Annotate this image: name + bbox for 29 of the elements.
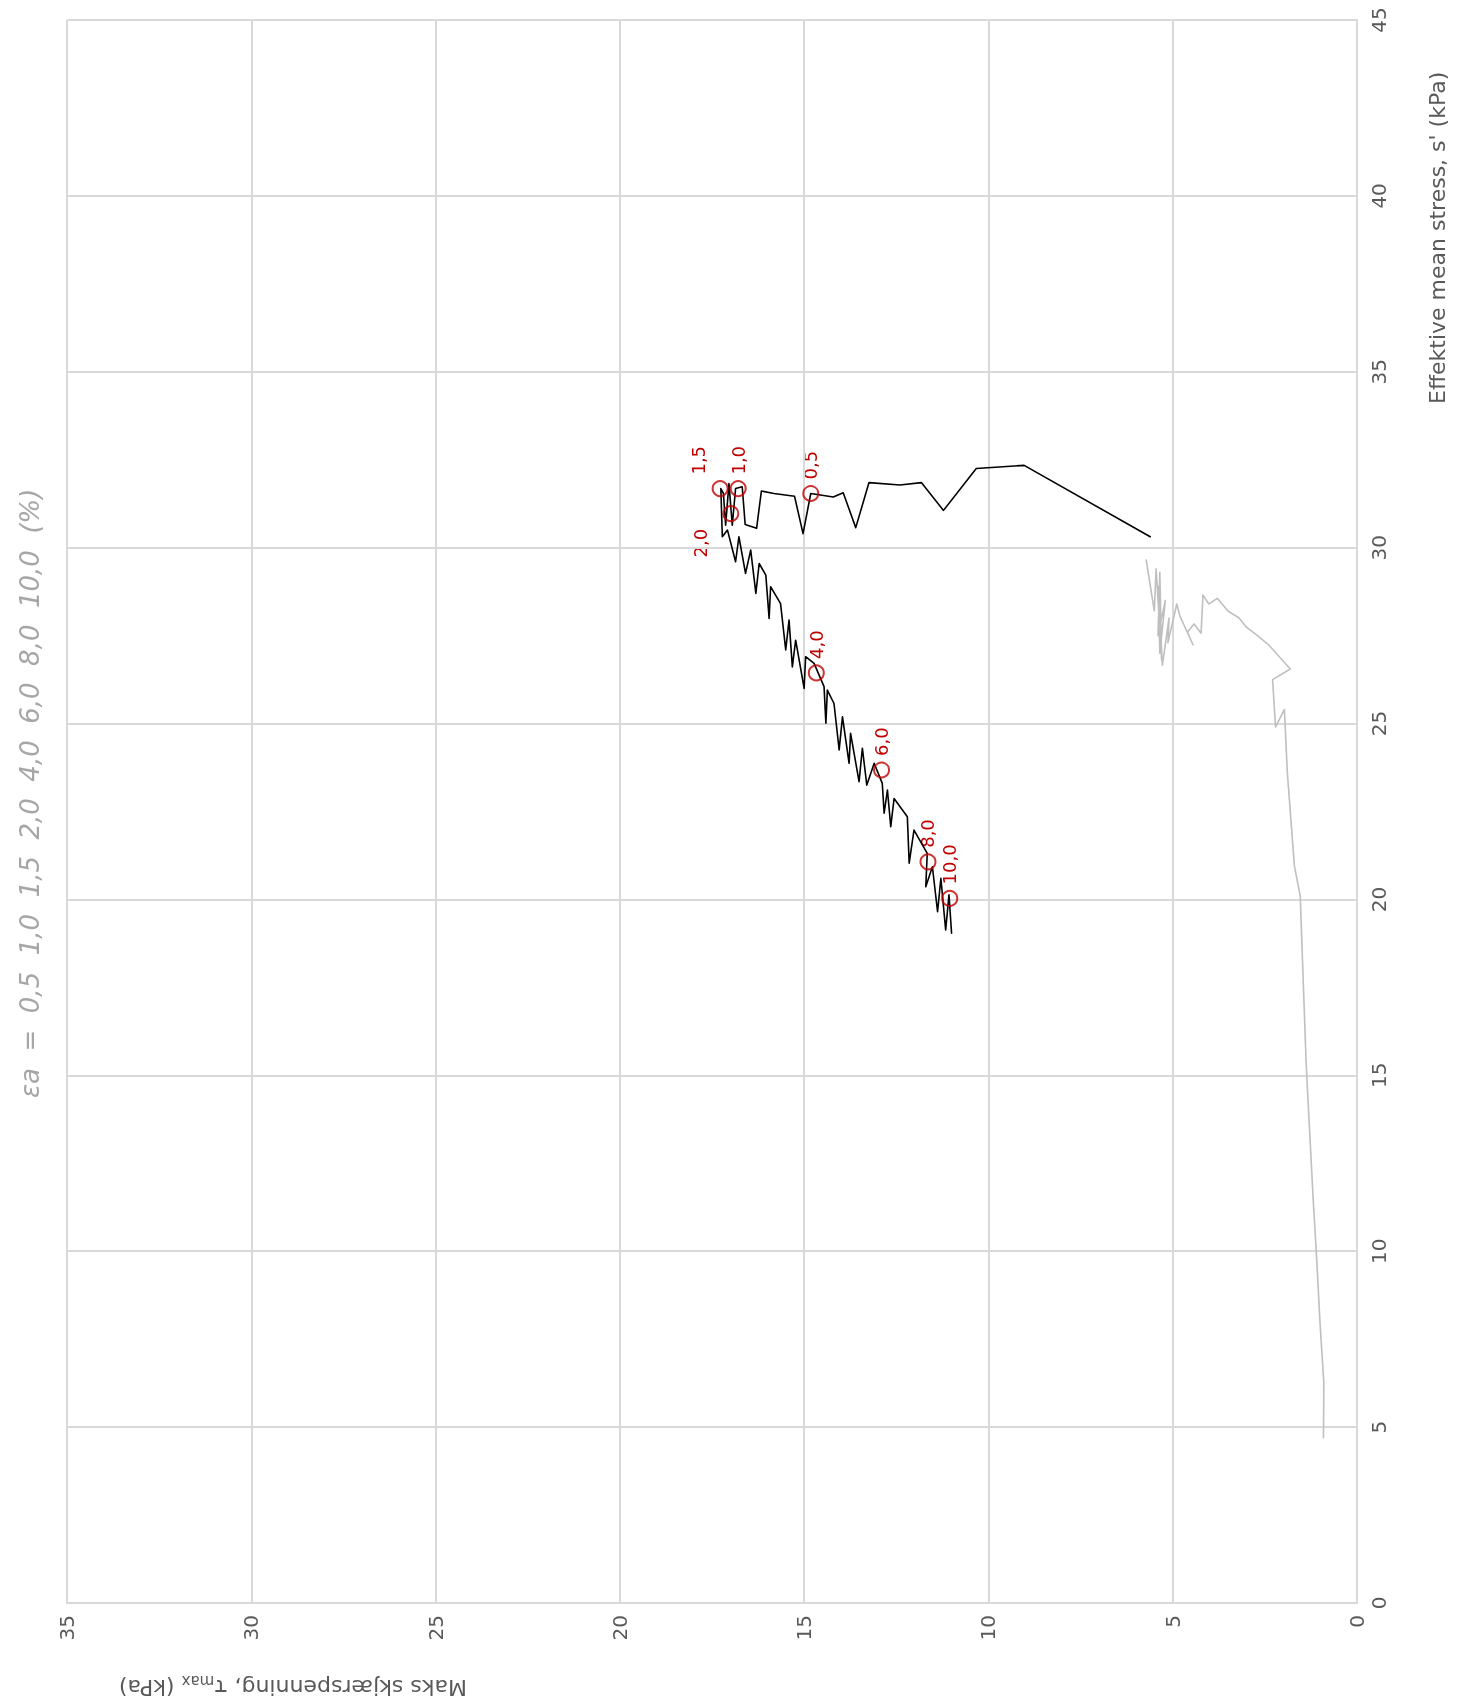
- annotation: 10,0: [939, 844, 961, 885]
- x-tick-label: 30: [239, 1615, 264, 1641]
- y-axis-title: Effektive mean stress, s' (kPa): [1424, 71, 1450, 404]
- x-tick-label: 10: [976, 1615, 1001, 1641]
- y-tick-label: 0: [1367, 1596, 1391, 1610]
- annotation: 8,0: [917, 819, 939, 848]
- line-series: [1145, 559, 1325, 1439]
- x-tick-label: 5: [1160, 1615, 1185, 1628]
- text: εa = 0,5 1,0 1,5 2,0 4,0 6,0 8,0 10,0 (%): [15, 488, 45, 1098]
- x-tick-label: 0: [1345, 1615, 1369, 1628]
- y-tick-label: 30: [1367, 534, 1391, 561]
- y-tick-label: 35: [1367, 359, 1391, 385]
- annotation: 6,0: [871, 727, 893, 756]
- annotation: 2,0: [690, 528, 712, 558]
- x-tick-label: 20: [607, 1615, 632, 1641]
- y-tick-label: 40: [1367, 183, 1391, 209]
- y-tick-label: 25: [1367, 710, 1391, 737]
- annotation: 1,5: [687, 445, 709, 475]
- y-tick-label: 15: [1367, 1062, 1391, 1089]
- x-tick-label: 25: [423, 1615, 448, 1641]
- x-axis-title: Maks skjærspenning, τmax (kPa): [118, 1672, 467, 1700]
- y-tick-label: 45: [1367, 7, 1391, 33]
- x-tick-label: 35: [55, 1615, 79, 1641]
- y-tick-label: 20: [1367, 886, 1391, 913]
- annotation: 1,0: [727, 445, 749, 475]
- annotation: 4,0: [805, 630, 827, 659]
- y-tick-label: 5: [1367, 1420, 1391, 1434]
- y-tick-label: 10: [1367, 1238, 1391, 1264]
- x-tick-label: 15: [792, 1615, 817, 1641]
